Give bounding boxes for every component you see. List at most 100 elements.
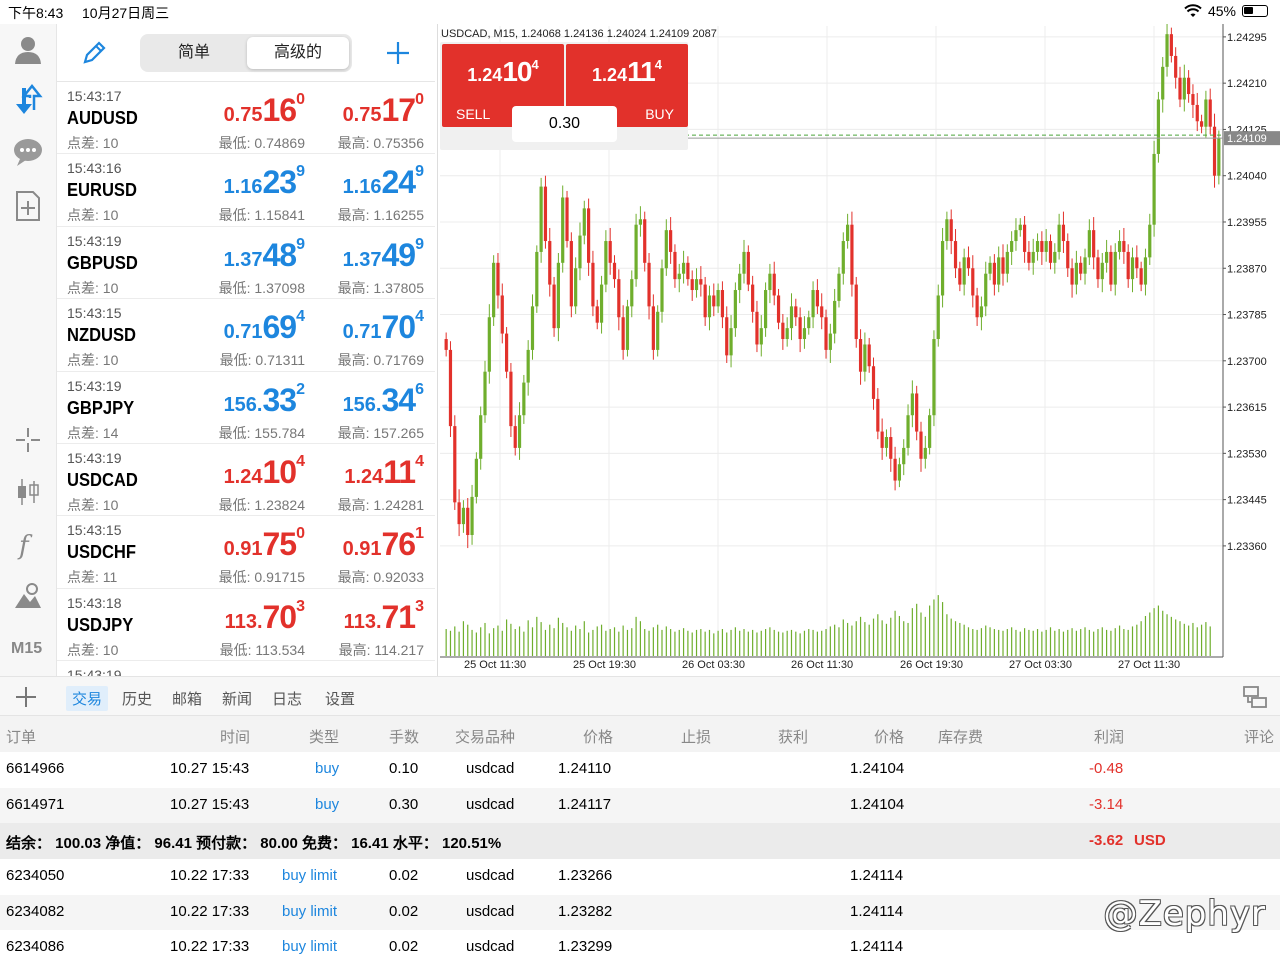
cell-order: 6234050 <box>6 867 65 884</box>
tab-journal[interactable]: 日志 <box>272 691 303 708</box>
candle-body <box>496 262 500 296</box>
crosshair-icon[interactable] <box>12 424 44 456</box>
quote-row[interactable]: 15:43:19 GBPUSD 点差: 10 1.37489 1.37499 最低: 1.… <box>57 227 435 300</box>
candle-body <box>1087 230 1091 258</box>
price-chart[interactable]: 1.24295 1.24210 1.24125 1.24040 1.23955 1.238… <box>437 24 1280 676</box>
last-price-tag <box>1224 131 1280 146</box>
table-row[interactable]: 6614971 10.27 15:43 buy 0.30 usdcad 1.24… <box>0 787 1280 823</box>
y-tick-label: 1.24295 <box>1227 32 1267 44</box>
candle-body <box>820 306 824 318</box>
quote-row[interactable]: 15:43:17 AUDUSD 点差: 10 0.75160 0.75170 最低: 0.… <box>57 82 435 155</box>
cell-order: 6234082 <box>6 902 65 920</box>
ask-price-big: 113. <box>343 610 382 633</box>
battery-icon <box>1242 5 1268 17</box>
candle-body <box>647 262 651 307</box>
candle-body <box>781 322 785 340</box>
quote-row[interactable]: 15:43:16 EURUSD 点差: 10 1.16239 1.16249 最低: 1.… <box>57 154 435 227</box>
y-tick-label: 1.23360 <box>1227 541 1267 553</box>
candle-body <box>474 458 478 497</box>
candle-body <box>1109 251 1113 285</box>
candle-body <box>479 415 483 459</box>
edit-icon[interactable] <box>79 38 109 68</box>
new-order-icon[interactable] <box>12 190 44 222</box>
ask-price: 1.24114 <box>344 453 424 488</box>
candle-body <box>755 311 759 345</box>
cell-price: 1.23266 <box>558 867 613 884</box>
candle-body <box>604 241 608 285</box>
chat-icon[interactable] <box>12 136 44 168</box>
tab-news[interactable]: 新闻 <box>222 691 253 708</box>
quote-row[interactable]: 15:43:19 USDCAD 点差: 10 1.24104 1.24114 最低: 1.… <box>57 444 435 517</box>
quote-symbol: NZDUSD <box>67 325 136 346</box>
cell-symbol: usdcad <box>466 795 515 813</box>
function-icon[interactable]: f <box>12 529 44 561</box>
ask-price-point: 9 <box>415 235 424 253</box>
candle-body <box>599 284 604 323</box>
candle-body <box>1204 99 1208 127</box>
candle-body <box>1070 268 1074 285</box>
candle-body <box>630 279 634 307</box>
quote-row[interactable]: 15:43:15 NZDUSD 点差: 10 0.71694 0.71704 最低: 0.… <box>57 299 435 372</box>
export-icon[interactable] <box>1242 685 1268 709</box>
last-price-label: 1.24109 <box>1227 133 1267 145</box>
candle-body <box>789 306 794 329</box>
candle-body <box>699 279 703 285</box>
objects-icon[interactable] <box>12 580 44 612</box>
candle-body <box>522 382 526 416</box>
candle-body <box>1096 257 1100 280</box>
y-tick-label: 1.23870 <box>1227 263 1267 275</box>
candle-body <box>988 262 992 274</box>
account-icon[interactable] <box>12 34 44 66</box>
candle-body <box>1174 55 1178 78</box>
candle-body <box>828 333 832 350</box>
candle-body <box>867 344 871 367</box>
y-tick-label: 1.24210 <box>1227 78 1267 90</box>
quote-row[interactable]: 15:43:19 GBPJPY 点差: 14 156.332 156.346 最低: 15… <box>57 372 435 444</box>
quotes-icon[interactable] <box>12 84 44 116</box>
col-swap: 库存费 <box>938 729 984 746</box>
table-row[interactable]: 6234050 10.22 17:33 buy limit 0.02 usdca… <box>0 859 1280 895</box>
quotes-panel: 简单 高级的 15:43:17 AUDUSD 点差: 10 0.75160 0.7517… <box>57 24 435 676</box>
cell-type: buy limit <box>282 938 338 955</box>
profit-currency: USD <box>1134 832 1166 849</box>
tab-trade[interactable]: 交易 <box>66 686 109 711</box>
candle-body <box>1048 241 1053 263</box>
volume-input[interactable]: 0.30 <box>512 106 617 142</box>
y-tick-label: 1.23700 <box>1227 356 1267 368</box>
table-row[interactable]: 6234086 10.22 17:33 buy limit 0.02 usdca… <box>0 930 1280 960</box>
candle-body <box>1079 262 1083 274</box>
candle-body <box>1005 251 1009 274</box>
account-summary-row: 结余： 100.03 净值： 96.41 预付款： 80.00 免费： 16.4… <box>0 823 1280 859</box>
tab-settings[interactable]: 设置 <box>325 691 356 708</box>
quote-row[interactable]: 15:43:19 <box>57 661 435 676</box>
timeframe-button[interactable]: M15 <box>11 640 43 657</box>
quote-row[interactable]: 15:43:15 USDCHF 点差: 11 0.91750 0.91761 最低: 0.… <box>57 516 435 589</box>
add-order-icon[interactable] <box>14 685 38 709</box>
cell-symbol: usdcad <box>466 938 515 955</box>
ask-price: 1.37499 <box>343 235 424 271</box>
quote-symbol: USDJPY <box>67 614 134 635</box>
candle-body <box>466 507 470 536</box>
candle-body <box>634 224 638 280</box>
candle-body <box>897 464 902 481</box>
add-symbol-icon[interactable] <box>383 38 413 68</box>
cell-order: 6614971 <box>6 795 65 813</box>
x-tick-label: 26 Oct 11:30 <box>791 659 853 671</box>
candle-body <box>574 268 578 307</box>
candle-body <box>517 415 522 448</box>
table-row[interactable]: 6614966 10.27 15:43 buy 0.10 usdcad 1.24… <box>0 752 1280 788</box>
candle-body <box>738 273 742 291</box>
table-row[interactable]: 6234082 10.22 17:33 buy limit 0.02 usdca… <box>0 894 1280 930</box>
bid-price-big: 1.16 <box>223 176 263 199</box>
indicators-icon[interactable] <box>12 476 44 508</box>
mode-simple-tab[interactable]: 简单 <box>177 44 210 61</box>
candle-body <box>591 262 595 307</box>
chart-canvas[interactable]: 1.242951.242101.241251.240401.239551.238… <box>438 24 1280 676</box>
tab-history[interactable]: 历史 <box>122 691 153 708</box>
candle-body <box>949 219 953 242</box>
quote-symbol: AUDUSD <box>67 108 138 128</box>
tab-mailbox[interactable]: 邮箱 <box>172 691 203 708</box>
quote-row[interactable]: 15:43:18 USDJPY 点差: 10 113.703 113.713 最低: 11… <box>57 589 435 662</box>
quote-symbol: EURUSD <box>67 180 137 201</box>
mode-advanced-tab[interactable]: 高级的 <box>247 37 349 69</box>
